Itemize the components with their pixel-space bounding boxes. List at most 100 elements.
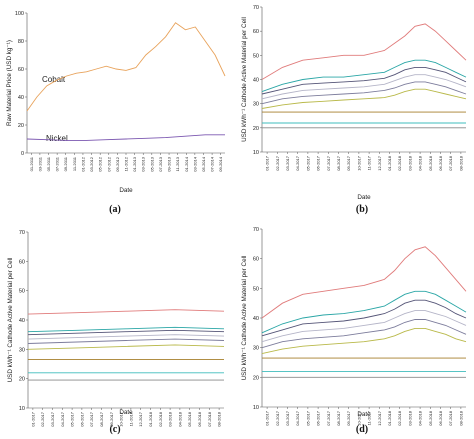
y-tick-label: 30: [19, 347, 25, 353]
x-tick-label: 05-2018: [428, 155, 433, 170]
x-tick-label: 03-2014: [192, 156, 197, 171]
x-axis-label: Date: [357, 194, 371, 201]
x-tick-label: 05-2017: [70, 411, 75, 426]
cobalt-annotation: Cobalt: [42, 75, 66, 84]
x-tick-label: 10-2017: [356, 155, 361, 170]
x-tick-label: 01-2014: [184, 156, 189, 171]
y-tick-label: 40: [253, 78, 259, 84]
x-tick-label: 03-2017: [50, 411, 55, 426]
panel-label: (c): [109, 424, 120, 435]
x-tick-label: 12-2017: [377, 155, 382, 170]
y-tick-label: 60: [19, 259, 25, 265]
x-tick-label: 11-2012: [124, 156, 129, 171]
x-tick-label: 07-2014: [210, 156, 215, 171]
chart-panel-b: 10 20 30 40 50 60 70 01-2017 02-2017 03-2017 04-20…: [241, 5, 467, 215]
x-tick-label: 07-2017: [89, 411, 94, 426]
series-line-3: [27, 334, 225, 340]
x-tick-label: 09-2017: [346, 410, 351, 425]
series-line-5: [261, 88, 467, 109]
x-tick-label: 02-2017: [40, 411, 45, 426]
x-tick-label: 01-2017: [265, 155, 270, 170]
x-tick-label: 01-2013: [132, 156, 137, 171]
x-tick-label: 12-2017: [138, 411, 143, 426]
y-tick-label: 80: [18, 39, 24, 45]
x-tick-label: 03-2017: [285, 410, 290, 425]
y-tick-label: 100: [15, 11, 24, 17]
y-tick-label: 40: [19, 318, 25, 324]
x-tick-label: 09-2017: [346, 155, 351, 170]
x-tick-label: 08-2018: [458, 410, 463, 425]
x-tick-label: 12-2017: [377, 410, 382, 425]
y-tick-label: 0: [21, 151, 24, 157]
x-tick-label: 03-2013: [141, 156, 146, 171]
series-line-4: [261, 81, 467, 105]
x-tick-label: 10-2017: [356, 410, 361, 425]
x-tick-label: 04-2017: [60, 411, 65, 426]
y-tick-label: 10: [253, 405, 259, 411]
x-tick-label: 07-2011: [55, 156, 60, 171]
x-tick-label: 04-2017: [295, 155, 300, 170]
y-tick-label: 20: [19, 377, 25, 383]
x-tick-label: 01-2017: [30, 411, 35, 426]
x-tick-label: 04-2017: [295, 410, 300, 425]
y-tick-label: 30: [253, 102, 259, 108]
y-tick-label: 20: [253, 126, 259, 132]
x-tick-label: 05-2018: [428, 410, 433, 425]
chart-panel-a: Cobalt Nickel 0 20 40 60 80 100 01-2011 03-2011…: [6, 11, 226, 215]
x-tick-label: 02-2018: [397, 410, 402, 425]
x-tick-label: 11-2013: [175, 156, 180, 171]
x-tick-label: 01-2018: [148, 411, 153, 426]
series-line-0: [261, 23, 467, 80]
x-tick-label: 09-2014: [218, 156, 223, 171]
x-tick-label: 06-2017: [79, 411, 84, 426]
series-line-4: [261, 319, 467, 349]
x-tick-label: 03-2017: [285, 155, 290, 170]
x-axis-label: Date: [119, 187, 133, 194]
x-tick-label: 06-2017: [316, 155, 321, 170]
panel-label: (a): [109, 204, 121, 215]
y-axis-label: USD kWh⁻¹ Cathode Active Material per Ce…: [241, 256, 248, 381]
y-tick-label: 70: [253, 5, 259, 11]
x-tick-label: 11-2017: [367, 155, 372, 170]
x-tick-label: 05-2011: [46, 156, 51, 171]
x-tick-label: 11-2017: [128, 411, 133, 426]
y-tick-label: 30: [253, 346, 259, 352]
x-tick-label: 06-2018: [438, 410, 443, 425]
x-tick-label: 07-2012: [106, 156, 111, 171]
series-line-3: [261, 310, 467, 343]
chart-panel-c: 10 20 30 40 50 60 70 01-2017 02-2017 03-2017 04-20…: [7, 230, 225, 435]
series-line-3: [261, 74, 467, 100]
series-line-1: [261, 290, 467, 334]
x-tick-label: 07-2018: [207, 411, 212, 426]
x-tick-label: 09-2011: [63, 156, 68, 171]
x-tick-label: 05-2013: [149, 156, 154, 171]
x-axis-label: Date: [119, 409, 133, 416]
series-line-cobalt: [26, 22, 226, 112]
x-tick-label: 11-2017: [367, 410, 372, 425]
nickel-annotation: Nickel: [46, 134, 68, 143]
y-axis-label: Raw Material Price (USD kg⁻¹): [6, 40, 13, 126]
x-tick-label: 03-2018: [168, 411, 173, 426]
x-tick-label: 02-2017: [275, 410, 280, 425]
series-line-5: [27, 344, 225, 350]
series-line-2: [261, 299, 467, 337]
x-tick-label: 05-2014: [201, 156, 206, 171]
series-line-0: [261, 246, 467, 319]
x-tick-label: 04-2018: [177, 411, 182, 426]
chart-panel-d: 10 20 30 40 50 60 70 01-2017 02-2017 03-2017 04-20…: [241, 227, 467, 435]
x-tick-label: 03-2012: [89, 156, 94, 171]
x-tick-label: 07-2018: [448, 410, 453, 425]
y-tick-label: 50: [19, 289, 25, 295]
panel-label: (d): [356, 424, 368, 435]
x-tick-label: 01-2018: [387, 155, 392, 170]
x-tick-label: 01-2018: [387, 410, 392, 425]
x-tick-label: 05-2017: [305, 155, 310, 170]
x-tick-label: 08-2017: [336, 410, 341, 425]
y-tick-label: 40: [18, 95, 24, 101]
y-tick-label: 10: [253, 150, 259, 156]
x-tick-label: 07-2018: [448, 155, 453, 170]
y-tick-label: 10: [19, 406, 25, 412]
x-tick-label: 05-2018: [187, 411, 192, 426]
series-line-2: [261, 66, 467, 95]
